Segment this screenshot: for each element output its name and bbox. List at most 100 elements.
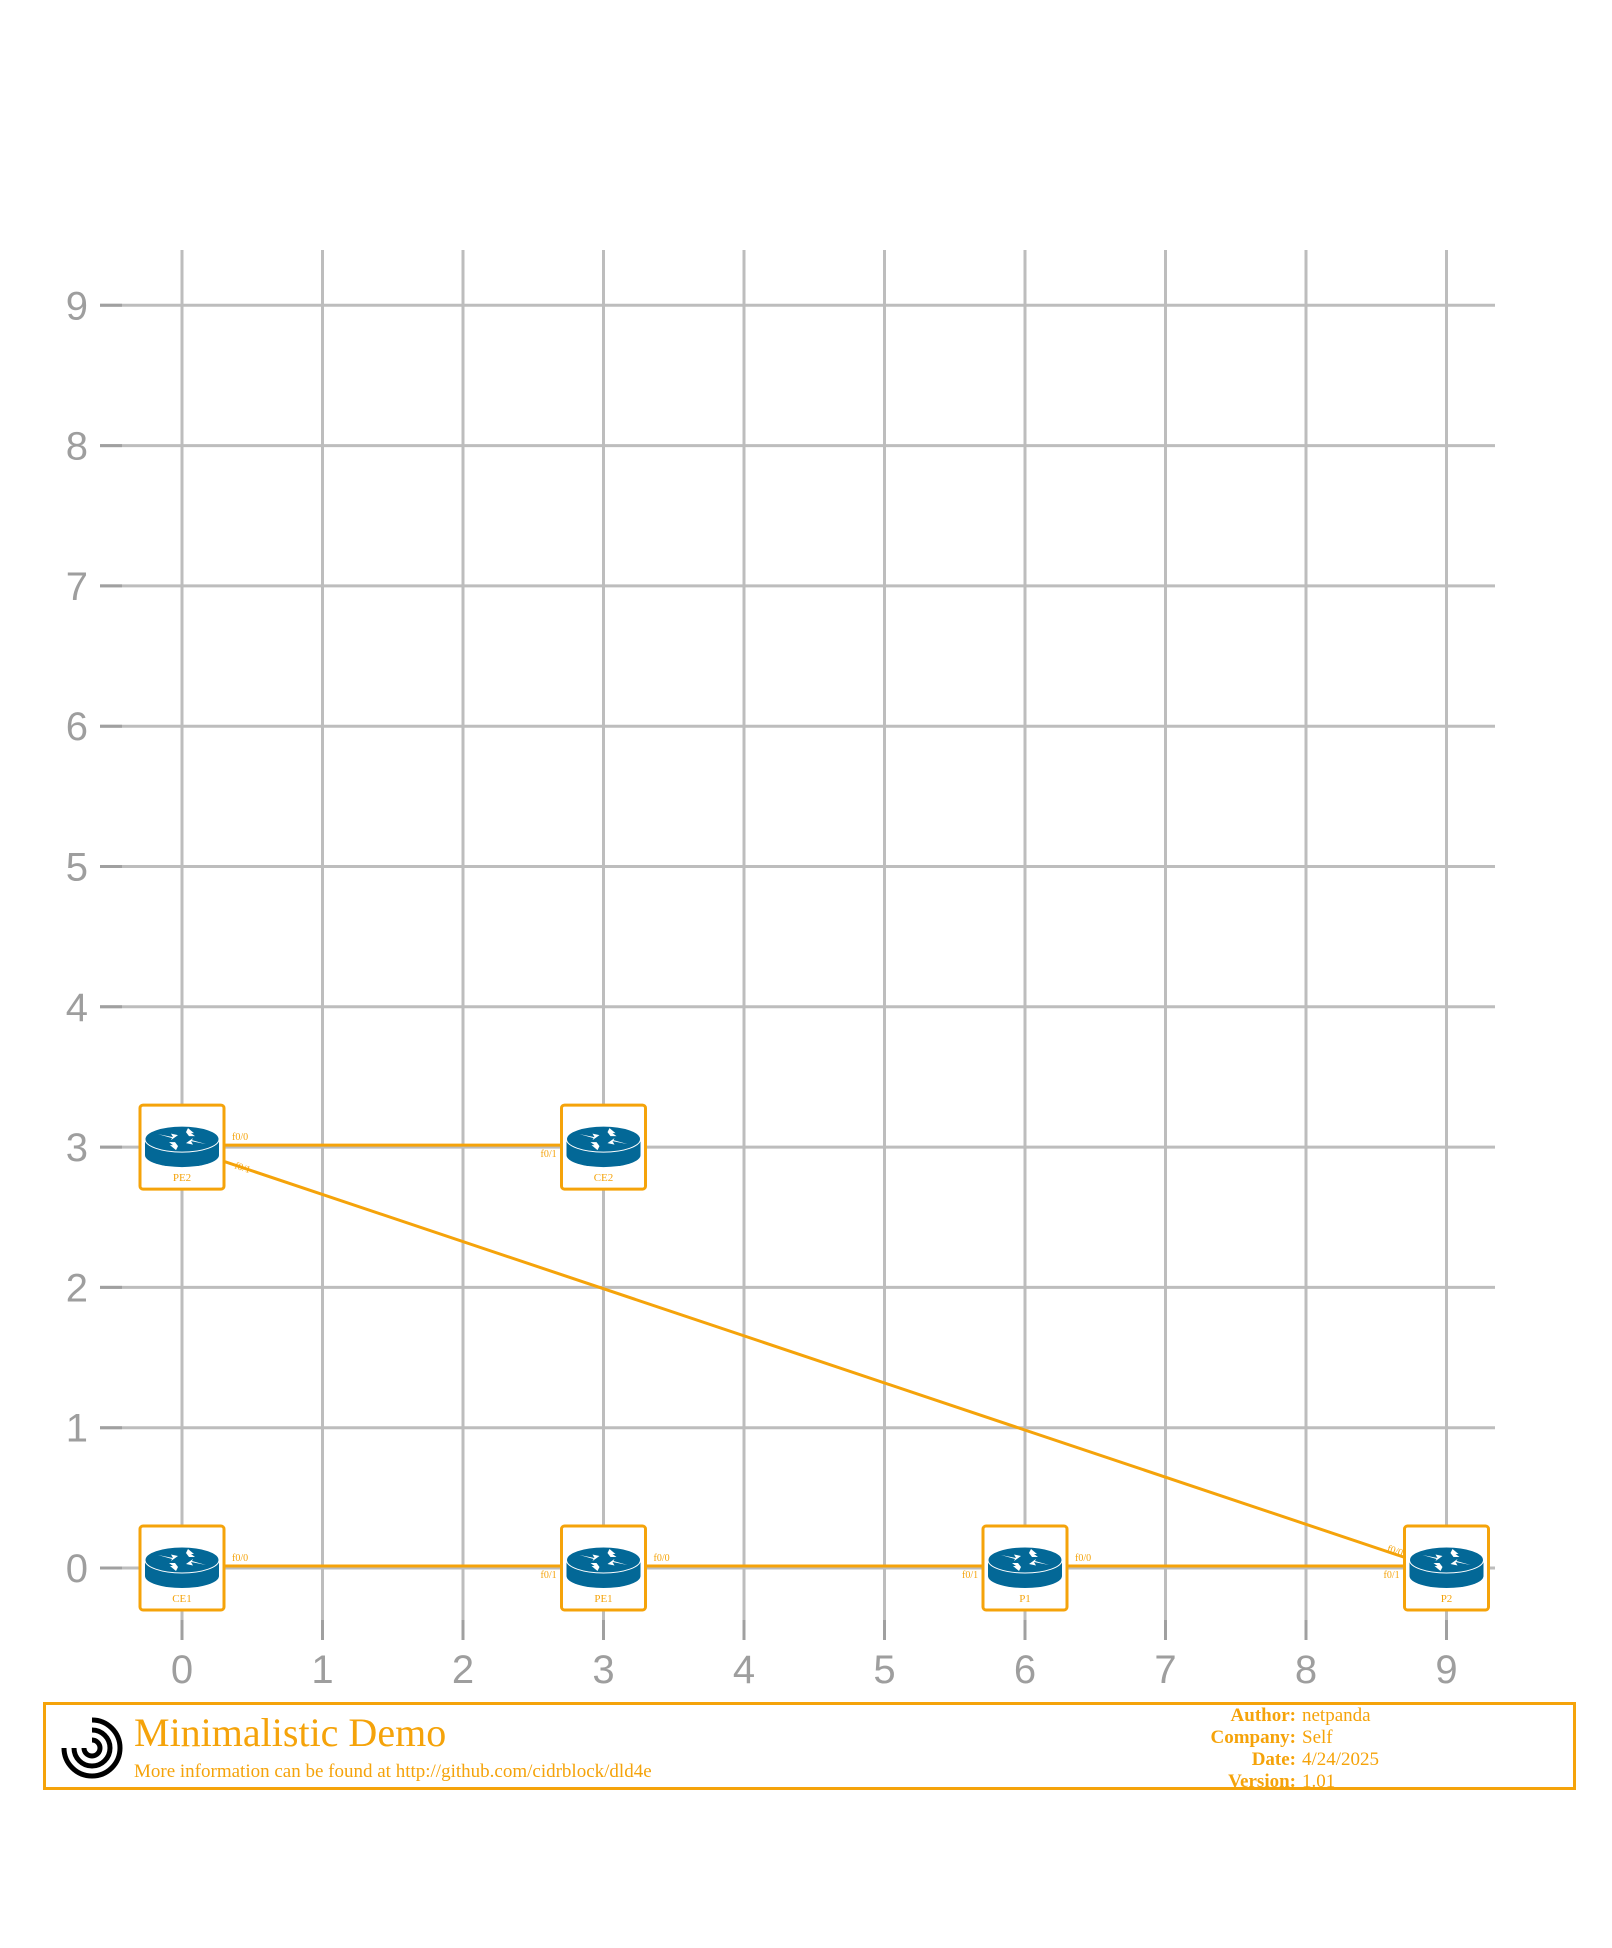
x-tick-label: 1 (311, 1648, 333, 1692)
port-label: f0/0 (654, 1553, 670, 1564)
meta-key: Company: (1210, 1727, 1296, 1748)
router-arrow (1029, 1549, 1038, 1557)
meta-row-company: Company: Self (1066, 1727, 1466, 1749)
router-icon (987, 1546, 1063, 1588)
y-tick-label: 1 (66, 1407, 88, 1451)
router-arrow (1433, 1563, 1443, 1571)
port-label: f0/0 (1075, 1553, 1091, 1564)
router-arrow (590, 1563, 600, 1571)
router-top (566, 1125, 641, 1153)
router-arrow (186, 1549, 195, 1557)
router-arrow (1422, 1554, 1443, 1561)
router-icon (144, 1546, 220, 1588)
router-top (987, 1546, 1063, 1574)
port-label: f0/0 (232, 1132, 248, 1143)
x-tick-label: 4 (733, 1648, 755, 1692)
y-tick-label: 2 (66, 1266, 88, 1310)
diagram-subtitle: More information can be found at http://… (134, 1761, 652, 1782)
router-arrow (1029, 1559, 1049, 1566)
port-labels: f0/0 f0/1 f0/1 f0/0 f0/0 f0/1 f0/0 f0/1 f0/0 f0/1 (232, 1132, 1404, 1581)
meta-row-author: Author: netpanda (1066, 1705, 1466, 1727)
x-tick-label: 6 (1014, 1648, 1036, 1692)
y-tick-label: 6 (66, 705, 88, 749)
router-pe2: PE2 (138, 1103, 226, 1191)
router-ce2: CE2 (560, 1103, 647, 1191)
device-label: P2 (1441, 1593, 1453, 1605)
y-tick-label: 3 (66, 1126, 88, 1170)
meta-row-version: Version: 1.01 (1066, 1771, 1466, 1793)
links (182, 1143, 1447, 1568)
meta-key: Author: (1230, 1705, 1296, 1726)
device-label: CE2 (594, 1172, 614, 1184)
router-arrow (1450, 1549, 1460, 1557)
y-tick-label: 5 (66, 846, 88, 890)
device-label: PE1 (594, 1593, 612, 1605)
meta-value: Self (1302, 1727, 1333, 1748)
router-arrow (158, 1133, 178, 1141)
router-arrow (607, 1128, 617, 1137)
x-tick-label: 2 (452, 1648, 474, 1692)
router-icon (144, 1125, 220, 1168)
router-arrow (590, 1142, 600, 1151)
router-arrow (607, 1138, 628, 1145)
router-arrow (169, 1142, 178, 1151)
router-icon (1409, 1546, 1484, 1588)
router-arrow (1450, 1559, 1471, 1566)
meta-value: 1.01 (1302, 1771, 1336, 1792)
y-tick-label: 4 (66, 986, 88, 1030)
router-pe1: PE1 (560, 1524, 647, 1612)
y-tick-label: 9 (66, 284, 88, 328)
device-label: CE1 (172, 1593, 192, 1605)
meta-value: 4/24/2025 (1302, 1749, 1380, 1770)
meta-key: Version: (1228, 1771, 1296, 1792)
grid: 0 1 2 3 4 5 6 7 8 9 0 1 2 3 4 5 6 7 8 9 (66, 250, 1495, 1692)
router-arrow (579, 1554, 600, 1561)
x-tick-label: 3 (592, 1648, 614, 1692)
port-label: f0/1 (233, 1161, 252, 1177)
port-label: f0/0 (1386, 1543, 1405, 1559)
router-icon (566, 1125, 641, 1168)
title-block: Minimalistic Demo More information can b… (43, 1702, 1576, 1793)
link-line (216, 1157, 1407, 1560)
router-arrow (186, 1138, 206, 1145)
router-p2: P2 (1403, 1524, 1490, 1612)
router-arrow (1012, 1563, 1021, 1571)
y-tick-label: 8 (66, 425, 88, 469)
port-label: f0/0 (232, 1553, 248, 1564)
meta-table: Author: netpanda Company: Self Date: 4/2… (1066, 1705, 1466, 1793)
port-label: f0/1 (962, 1570, 978, 1581)
router-p1: P1 (981, 1524, 1069, 1612)
x-tick-label: 0 (171, 1648, 193, 1692)
x-tick-label: 5 (873, 1648, 895, 1692)
devices: PE2 CE2 CE1 PE1 P1 P2 (138, 1103, 1490, 1612)
router-arrow (1001, 1554, 1021, 1561)
diagram-title: Minimalistic Demo (134, 1710, 447, 1755)
router-icon (566, 1546, 641, 1588)
x-tick-label: 7 (1154, 1648, 1176, 1692)
port-label: f0/1 (541, 1570, 557, 1581)
router-arrow (186, 1559, 206, 1566)
meta-row-date: Date: 4/24/2025 (1066, 1749, 1466, 1771)
router-arrow (579, 1133, 600, 1141)
router-ce1: CE1 (138, 1524, 226, 1612)
router-top (144, 1546, 220, 1574)
port-label: f0/1 (1384, 1570, 1400, 1581)
router-arrow (169, 1563, 178, 1571)
router-top (1409, 1546, 1484, 1574)
y-tick-label: 0 (66, 1547, 88, 1591)
arc-logo-icon (61, 1717, 123, 1779)
router-arrow (607, 1559, 628, 1566)
device-label: PE2 (173, 1172, 191, 1184)
router-arrow (607, 1549, 617, 1557)
meta-key: Date: (1251, 1749, 1296, 1770)
y-tick-label: 7 (66, 565, 88, 609)
x-tick-label: 9 (1435, 1648, 1457, 1692)
meta-value: netpanda (1302, 1705, 1371, 1726)
router-top (144, 1125, 220, 1153)
router-top (566, 1546, 641, 1574)
router-arrow (186, 1128, 195, 1137)
device-label: P1 (1019, 1593, 1031, 1605)
router-arrow (158, 1554, 178, 1561)
port-label: f0/1 (541, 1149, 557, 1160)
